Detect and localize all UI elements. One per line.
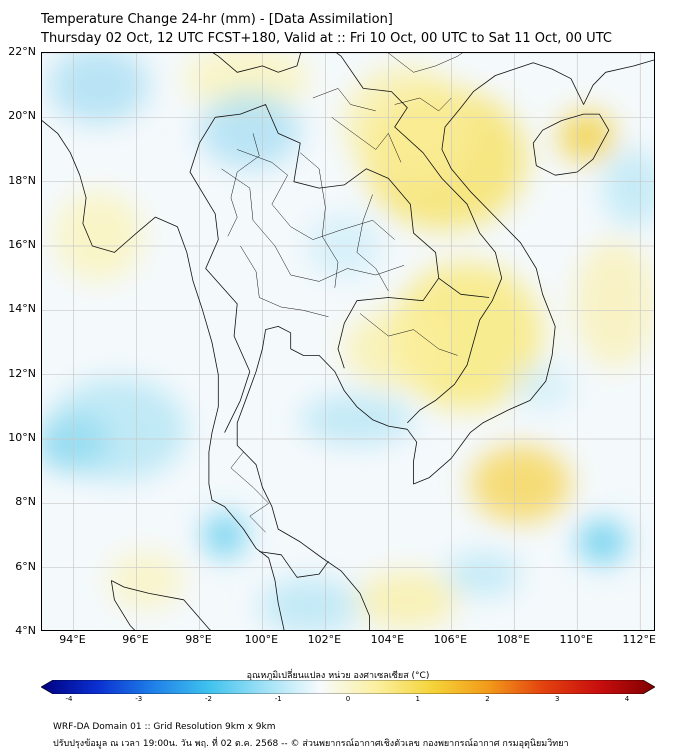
temperature-anomaly-patch [558,110,616,163]
temperature-anomaly-patch [574,239,654,369]
vietnam-province-border [394,97,452,112]
sumatra-coastline [111,580,211,630]
province-border [300,152,339,288]
temperature-anomaly-patch [344,65,471,182]
latitude-tick-label: 12°N [8,366,36,380]
temperature-anomaly-patch [356,570,458,629]
temperature-anomaly-patch [300,393,414,446]
temperature-anomaly-patch [511,365,575,411]
cambodia-province-border [359,313,458,356]
map-title: Temperature Change 24-hr (mm) - [Data As… [41,12,393,27]
colorbar-tick-label: -3 [135,695,143,703]
latitude-tick-label: 4°N [15,624,36,637]
colorbar-tick-label: 0 [345,695,351,703]
latitude-tick-label: 20°N [8,109,36,123]
map-subtitle: Thursday 02 Oct, 12 UTC FCST+180, Valid … [41,31,612,46]
thailand-border [215,104,440,369]
colorbar-tick-label: 4 [624,695,630,703]
latitude-tick-label: 8°N [15,495,36,509]
longitude-tick-label: 100°E [244,633,279,646]
longitude-tick-label: 110°E [559,633,594,646]
latitude-tick-label: 22°N [8,45,36,58]
longitude-tick-label: 106°E [433,633,468,646]
temperature-field [42,53,654,630]
gulf-coastline [236,59,654,630]
mainland-coastline [42,120,285,630]
longitude-tick-label: 102°E [307,633,342,646]
province-border [227,133,260,237]
map-canvas [42,53,654,630]
colorbar [40,679,656,695]
temperature-anomaly-patch [344,310,446,388]
longitude-tick-label: 108°E [496,633,531,646]
cambodia-laos-border [438,277,490,298]
temperature-anomaly-patch [108,551,184,610]
laos-province-border [331,117,402,163]
longitude-tick-label: 96°E [122,633,149,646]
temperature-anomaly-patch [577,519,628,565]
longitude-tick-label: 98°E [185,633,212,646]
temperature-anomaly-patch [202,512,247,559]
province-border [237,149,395,240]
footer-credit: ปรับปรุงข้อมูล ณ เวลา 19:00น. วัน พฤ. ที… [53,739,569,749]
sumatra-west-coastline [110,580,136,630]
colorbar-graphic [40,679,656,695]
laos-province-border [312,88,376,112]
latitude-tick-label: 16°N [8,238,36,251]
colorbar-tick-label: 1 [415,695,420,703]
temperature-anomaly-patch [470,445,571,523]
temperature-anomaly-patch [445,551,521,597]
temperature-anomaly-patch [183,53,310,111]
temperature-anomaly-patch [199,91,301,169]
colorbar-tick-label: 3 [555,695,560,703]
laos-vietnam-border [336,53,503,424]
province-border [230,451,269,533]
province-border [356,194,389,292]
myanmar-thailand-border [189,117,251,433]
myanmar-border [212,53,302,73]
province-border [221,168,405,282]
latitude-tick-label: 14°N [8,302,36,316]
longitude-tick-label: 104°E [370,633,405,646]
colorbar-tick-label: -1 [274,695,282,703]
temperature-anomaly-patch [259,577,361,630]
temperature-anomaly-patch [602,149,654,227]
lat-lon-grid [42,53,654,630]
hainan-coastline [532,113,610,176]
longitude-tick-label: 112°E [622,633,656,646]
latitude-tick-label: 18°N [8,173,36,187]
province-border [240,245,329,318]
colorbar-tick-label: -2 [205,695,212,703]
colorbar-label: อุณหภูมิเปลี่ยนแปลง หน่วย องศาเซลเซียส (… [246,671,430,681]
latitude-tick-label: 10°N [8,431,36,444]
footer-model-info: WRF-DA Domain 01 :: Grid Resolution 9km … [53,722,276,732]
coastlines-and-borders [42,53,654,630]
vietnam-province-border [388,53,463,73]
temperature-anomaly-patch [48,53,150,124]
longitude-tick-label: 94°E [59,633,86,646]
colorbar-tick-label: 2 [485,695,490,703]
temperature-anomaly-patch [54,191,143,282]
latitude-tick-label: 6°N [15,559,36,573]
map-panel [41,52,655,631]
temperature-anomaly-patch [48,377,187,481]
malaysia-border [259,551,329,578]
colorbar-tick-label: -4 [65,695,73,703]
